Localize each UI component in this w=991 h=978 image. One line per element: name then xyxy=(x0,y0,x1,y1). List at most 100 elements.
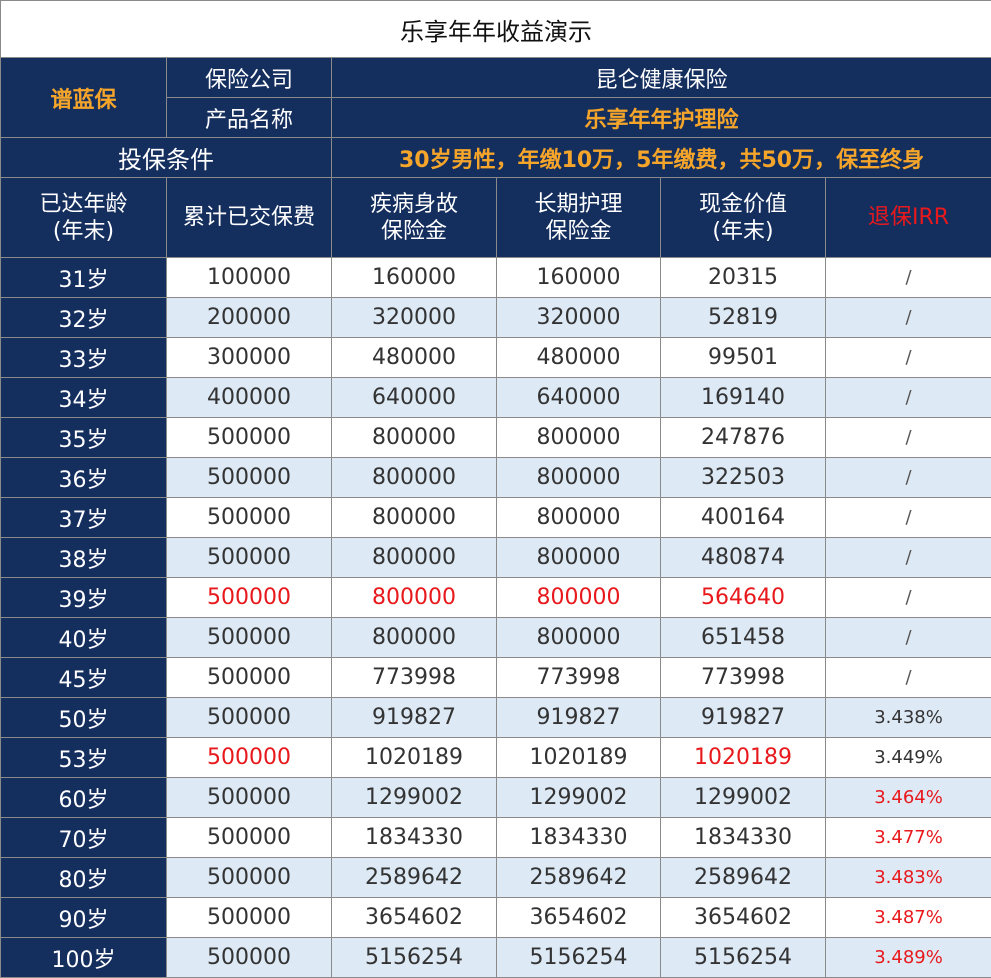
premium-cell: 500000 xyxy=(167,898,332,938)
care-benefit-cell: 800000 xyxy=(497,498,661,538)
premium-cell: 500000 xyxy=(167,938,332,978)
age-cell: 60岁 xyxy=(1,778,167,818)
cash-value-cell: 773998 xyxy=(661,658,826,698)
age-cell: 90岁 xyxy=(1,898,167,938)
product-value: 乐享年年护理险 xyxy=(332,98,991,138)
death-benefit-cell: 800000 xyxy=(332,418,497,458)
age-cell: 40岁 xyxy=(1,618,167,658)
age-cell: 39岁 xyxy=(1,578,167,618)
irr-cell: / xyxy=(826,378,991,418)
age-cell: 31岁 xyxy=(1,258,167,298)
premium-cell: 500000 xyxy=(167,538,332,578)
death-benefit-cell: 800000 xyxy=(332,538,497,578)
death-benefit-cell: 773998 xyxy=(332,658,497,698)
age-cell: 33岁 xyxy=(1,338,167,378)
cash-value-cell: 1299002 xyxy=(661,778,826,818)
age-cell: 37岁 xyxy=(1,498,167,538)
cash-value-cell: 2589642 xyxy=(661,858,826,898)
care-benefit-cell: 919827 xyxy=(497,698,661,738)
premium-cell: 500000 xyxy=(167,858,332,898)
cash-value-cell: 20315 xyxy=(661,258,826,298)
premium-cell: 500000 xyxy=(167,738,332,778)
irr-cell: / xyxy=(826,338,991,378)
age-cell: 45岁 xyxy=(1,658,167,698)
care-benefit-cell: 1020189 xyxy=(497,738,661,778)
care-benefit-cell: 640000 xyxy=(497,378,661,418)
care-benefit-cell: 800000 xyxy=(497,538,661,578)
premium-cell: 500000 xyxy=(167,498,332,538)
care-benefit-cell: 800000 xyxy=(497,458,661,498)
irr-cell: / xyxy=(826,418,991,458)
premium-cell: 500000 xyxy=(167,698,332,738)
irr-cell: 3.464% xyxy=(826,778,991,818)
age-cell: 80岁 xyxy=(1,858,167,898)
header-cash-value: 现金价值(年末) xyxy=(661,178,826,258)
care-benefit-cell: 1299002 xyxy=(497,778,661,818)
cash-value-cell: 1020189 xyxy=(661,738,826,778)
irr-cell: 3.489% xyxy=(826,938,991,978)
cash-value-cell: 247876 xyxy=(661,418,826,458)
death-benefit-cell: 3654602 xyxy=(332,898,497,938)
death-benefit-cell: 640000 xyxy=(332,378,497,418)
product-label: 产品名称 xyxy=(167,98,332,138)
age-cell: 34岁 xyxy=(1,378,167,418)
death-benefit-cell: 800000 xyxy=(332,498,497,538)
irr-cell: / xyxy=(826,578,991,618)
cash-value-cell: 480874 xyxy=(661,538,826,578)
condition-label: 投保条件 xyxy=(1,138,332,178)
table-title: 乐享年年收益演示 xyxy=(1,1,991,58)
irr-cell: / xyxy=(826,458,991,498)
premium-cell: 400000 xyxy=(167,378,332,418)
death-benefit-cell: 1020189 xyxy=(332,738,497,778)
care-benefit-cell: 5156254 xyxy=(497,938,661,978)
death-benefit-cell: 800000 xyxy=(332,458,497,498)
death-benefit-cell: 320000 xyxy=(332,298,497,338)
cash-value-cell: 322503 xyxy=(661,458,826,498)
premium-cell: 500000 xyxy=(167,658,332,698)
header-care-benefit: 长期护理保险金 xyxy=(497,178,661,258)
premium-cell: 500000 xyxy=(167,618,332,658)
death-benefit-cell: 1834330 xyxy=(332,818,497,858)
cash-value-cell: 564640 xyxy=(661,578,826,618)
header-age: 已达年龄(年末) xyxy=(1,178,167,258)
premium-cell: 300000 xyxy=(167,338,332,378)
premium-cell: 100000 xyxy=(167,258,332,298)
care-benefit-cell: 160000 xyxy=(497,258,661,298)
care-benefit-cell: 800000 xyxy=(497,618,661,658)
death-benefit-cell: 5156254 xyxy=(332,938,497,978)
death-benefit-cell: 800000 xyxy=(332,578,497,618)
cash-value-cell: 1834330 xyxy=(661,818,826,858)
premium-cell: 500000 xyxy=(167,578,332,618)
premium-cell: 500000 xyxy=(167,818,332,858)
premium-cell: 200000 xyxy=(167,298,332,338)
death-benefit-cell: 160000 xyxy=(332,258,497,298)
irr-cell: 3.483% xyxy=(826,858,991,898)
irr-cell: 3.438% xyxy=(826,698,991,738)
irr-cell: / xyxy=(826,258,991,298)
premium-cell: 500000 xyxy=(167,458,332,498)
premium-cell: 500000 xyxy=(167,418,332,458)
age-cell: 35岁 xyxy=(1,418,167,458)
care-benefit-cell: 800000 xyxy=(497,578,661,618)
header-premium: 累计已交保费 xyxy=(167,178,332,258)
irr-cell: / xyxy=(826,498,991,538)
cash-value-cell: 99501 xyxy=(661,338,826,378)
irr-cell: / xyxy=(826,538,991,578)
cash-value-cell: 3654602 xyxy=(661,898,826,938)
death-benefit-cell: 919827 xyxy=(332,698,497,738)
death-benefit-cell: 480000 xyxy=(332,338,497,378)
age-cell: 38岁 xyxy=(1,538,167,578)
